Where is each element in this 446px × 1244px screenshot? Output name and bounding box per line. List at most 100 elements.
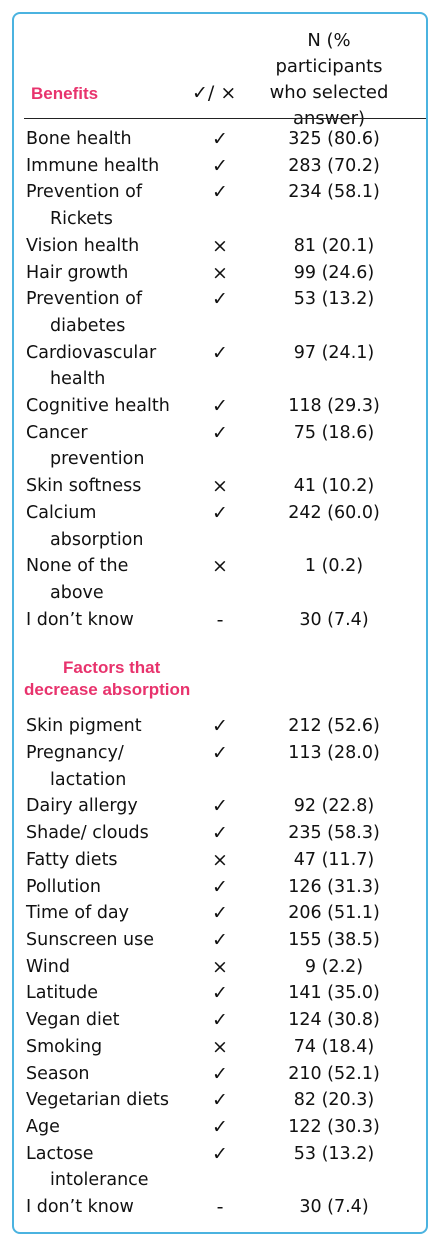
- row-label-line: Season: [26, 1063, 90, 1084]
- row-value: 242 (60.0): [288, 502, 380, 523]
- row-label: Calcium absorption: [14, 500, 196, 553]
- table-row: Prevention of Rickets ✓ 234 (58.1): [14, 179, 426, 232]
- row-label: Prevention of Rickets: [14, 179, 196, 232]
- row-label-line: Calcium: [26, 502, 97, 523]
- row-label-line: Sunscreen use: [26, 929, 155, 950]
- row-mark: ✓: [212, 1009, 228, 1032]
- row-mark: ×: [212, 261, 228, 284]
- row-label-line: Time of day: [26, 903, 130, 924]
- table-row: Cognitive health ✓ 118 (29.3): [14, 393, 426, 420]
- row-mark: -: [216, 1196, 224, 1219]
- row-label-line: Shade/ clouds: [26, 823, 149, 844]
- row-mark: ×: [212, 555, 228, 578]
- row-mark: ✓: [212, 128, 228, 150]
- row-label-line: Cognitive health: [26, 396, 170, 417]
- row-mark: ×: [212, 234, 228, 257]
- row-mark: -: [216, 608, 224, 631]
- table-row: Dairy allergy ✓ 92 (22.8): [14, 793, 426, 820]
- row-label-line: Age: [26, 1116, 60, 1137]
- row-label: Skin softness: [14, 473, 196, 500]
- row-label: Wind: [14, 954, 196, 981]
- row-mark: ×: [212, 475, 228, 498]
- row-mark: ✓: [212, 341, 228, 364]
- table-row: Vision health × 81 (20.1): [14, 233, 426, 260]
- row-label-line: Pregnancy/: [26, 743, 124, 764]
- row-label-line: above: [50, 582, 104, 603]
- row-value: 155 (38.5): [288, 929, 380, 950]
- table-row: Lactose intolerance ✓ 53 (13.2): [14, 1141, 426, 1194]
- table-row: None of the above × 1 (0.2): [14, 553, 426, 606]
- row-label-line: Skin pigment: [26, 716, 142, 737]
- row-mark: ×: [212, 1035, 228, 1058]
- row-label: Immune health: [14, 153, 196, 180]
- row-mark: ✓: [212, 395, 228, 418]
- row-label: Vegan diet: [14, 1007, 196, 1034]
- row-mark: ✓: [212, 742, 228, 765]
- row-mark: ✓: [212, 1142, 228, 1165]
- row-value: 53 (13.2): [293, 1143, 375, 1164]
- row-value: 82 (20.3): [293, 1090, 375, 1111]
- row-label: I don’t know: [14, 607, 196, 634]
- row-label-line: prevention: [50, 449, 145, 470]
- row-value: 92 (22.8): [293, 796, 375, 817]
- row-label: Vegetarian diets: [14, 1087, 196, 1114]
- row-label-line: Latitude: [26, 983, 99, 1004]
- row-value: 113 (28.0): [288, 743, 380, 764]
- row-mark: ×: [212, 955, 228, 978]
- row-label-line: Vegan diet: [26, 1010, 120, 1031]
- row-mark: ✓: [212, 875, 228, 898]
- row-label: Pregnancy/lactation: [14, 740, 196, 793]
- row-label: Season: [14, 1061, 196, 1088]
- row-label-line: Lactose: [26, 1143, 94, 1164]
- row-label-line: Pollution: [26, 876, 101, 897]
- table-row: Cancer prevention ✓ 75 (18.6): [14, 420, 426, 473]
- table-row: Season ✓ 210 (52.1): [14, 1061, 426, 1088]
- row-label: Sunscreen use: [14, 927, 196, 954]
- row-value: 212 (52.6): [288, 716, 380, 737]
- table-row: Latitude ✓ 141 (35.0): [14, 980, 426, 1007]
- table-row: Calcium absorption ✓ 242 (60.0): [14, 500, 426, 553]
- table-row: Pregnancy/lactation ✓ 113 (28.0): [14, 740, 426, 793]
- row-mark: ✓: [212, 1089, 228, 1112]
- row-value: 97 (24.1): [293, 342, 375, 363]
- factors-rows: Skin pigment ✓ 212 (52.6) Pregnancy/lactati…: [14, 713, 426, 1220]
- header-divider: [24, 118, 426, 119]
- row-label-line: Hair growth: [26, 262, 129, 283]
- row-label: Dairy allergy: [14, 793, 196, 820]
- row-value: 206 (51.1): [288, 903, 380, 924]
- row-value: 9 (2.2): [304, 956, 364, 977]
- table-row: I don’t know - 30 (7.4): [14, 1194, 426, 1221]
- row-value: 235 (58.3): [288, 823, 380, 844]
- row-label: Lactose intolerance: [14, 1141, 196, 1194]
- row-label-line: I don’t know: [26, 609, 134, 630]
- row-label: Pollution: [14, 874, 196, 901]
- table-row: Age ✓ 122 (30.3): [14, 1114, 426, 1141]
- row-label: Smoking: [14, 1034, 196, 1061]
- benefits-column-header: Benefits: [31, 84, 99, 103]
- row-label-line: Vegetarian diets: [26, 1090, 169, 1111]
- table-row: Prevention of diabetes ✓ 53 (13.2): [14, 286, 426, 339]
- row-label: Fatty diets: [14, 847, 196, 874]
- row-mark: ✓: [212, 501, 228, 524]
- participants-column-header: N (% participants who selected answer): [269, 30, 389, 129]
- row-label: Cognitive health: [14, 393, 196, 420]
- factors-section-title: Factors that decrease absorption: [14, 657, 426, 701]
- row-label-line: Skin softness: [26, 476, 142, 497]
- table-row: Shade/ clouds ✓ 235 (58.3): [14, 820, 426, 847]
- row-value: 234 (58.1): [288, 182, 380, 203]
- table-row: Vegetarian diets ✓ 82 (20.3): [14, 1087, 426, 1114]
- row-label: Shade/ clouds: [14, 820, 196, 847]
- row-value: 30 (7.4): [299, 609, 369, 630]
- row-label-line: intolerance: [50, 1170, 149, 1191]
- row-value: 99 (24.6): [293, 262, 375, 283]
- row-label: Bone health: [14, 126, 196, 153]
- row-mark: ✓: [212, 288, 228, 311]
- row-label-line: Cancer: [26, 422, 88, 443]
- table-body: Bone health ✓ 325 (80.6) Immune health ✓ 283 …: [14, 126, 426, 1221]
- row-label: I don’t know: [14, 1194, 196, 1221]
- table-row: Fatty diets × 47 (11.7): [14, 847, 426, 874]
- row-label: Prevention of diabetes: [14, 286, 196, 339]
- row-label-line: Vision health: [26, 235, 140, 256]
- row-mark: ✓: [212, 154, 228, 177]
- row-value: 41 (10.2): [293, 476, 375, 497]
